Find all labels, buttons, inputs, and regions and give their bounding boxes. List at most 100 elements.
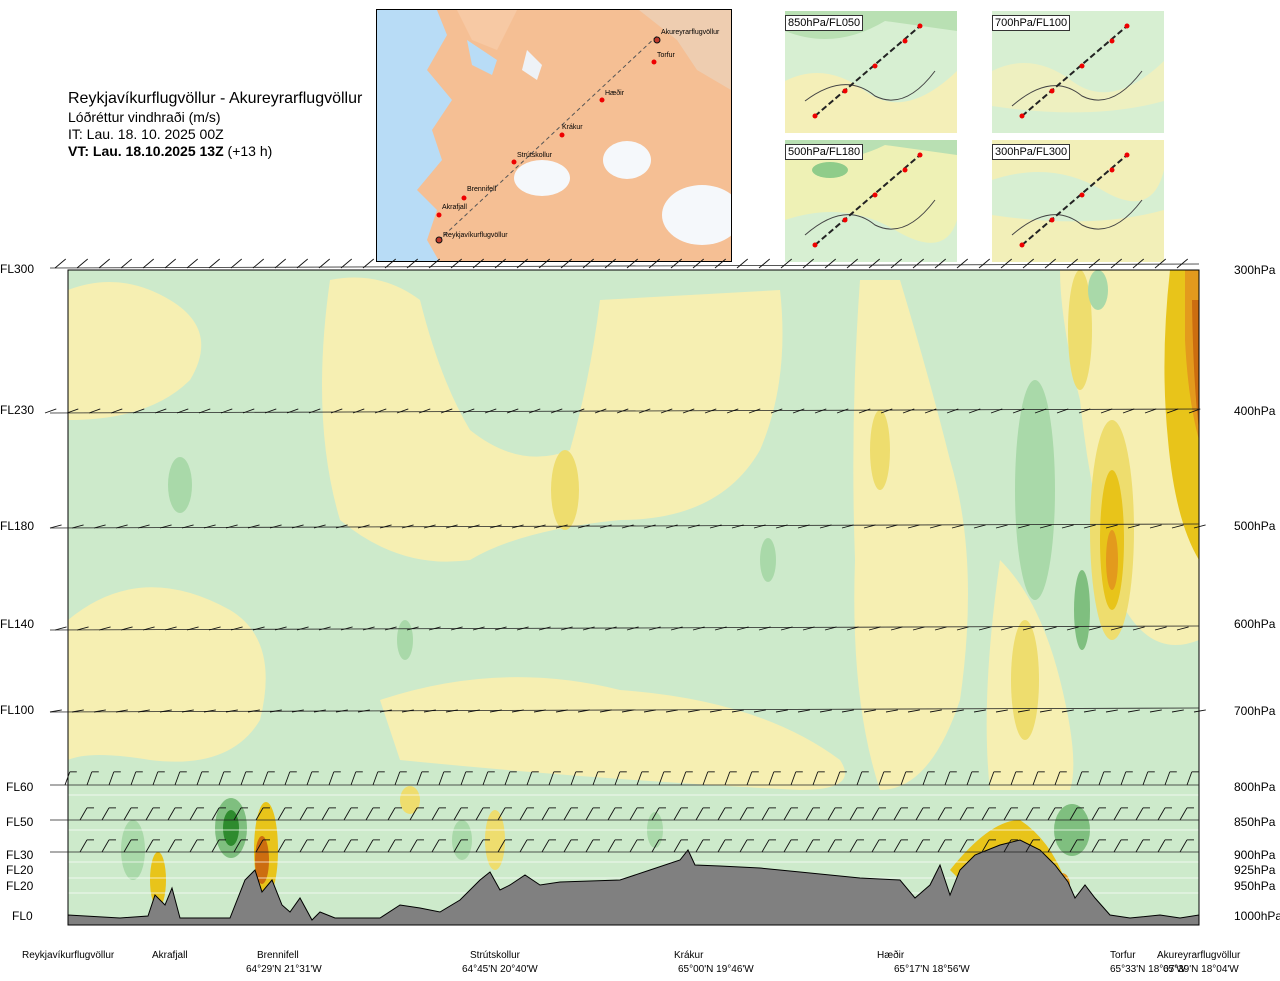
wind-barb (93, 524, 106, 529)
waypoint-brennifell-coord: 64°29'N 21°31'W (246, 964, 322, 975)
wind-barb (995, 524, 1008, 529)
fl-label-20a: FL20 (6, 863, 34, 877)
wind-barb (291, 709, 304, 713)
wind-barb (863, 524, 876, 529)
wind-barb (511, 524, 524, 529)
wind-barb (274, 258, 287, 269)
wind-barb (1098, 771, 1105, 786)
wind-barb (555, 524, 568, 529)
wind-barb (423, 524, 436, 529)
wind-barb (247, 524, 260, 529)
wind-barb (101, 839, 110, 853)
wind-barb (880, 408, 893, 414)
wind-barb (1100, 408, 1113, 414)
wind-barb (489, 709, 502, 713)
wind-barb (621, 709, 634, 713)
wind-barb (54, 258, 67, 269)
wind-barb (120, 626, 133, 631)
wind-barb (396, 408, 409, 414)
wind-barb (682, 408, 695, 414)
wind-barb (387, 839, 396, 853)
waypoint-brennifell: Brennifell (257, 950, 299, 961)
init-time: IT: Lau. 18. 10. 2025 00Z (68, 126, 224, 142)
wind-barb (450, 626, 463, 631)
wind-barb (277, 807, 286, 821)
wind-barb (577, 524, 590, 529)
wind-barb (132, 408, 145, 414)
route-map-graphic (377, 10, 731, 261)
wind-barb (145, 839, 154, 853)
wind-barb (717, 807, 726, 821)
wind-barb (108, 771, 115, 786)
pressure-label-1000: 1000hPa (1234, 909, 1280, 923)
wind-barb (115, 709, 128, 713)
wind-barb (1176, 626, 1189, 631)
wind-barb (643, 709, 656, 713)
map-label-akureyri: Akureyrarflugvöllur (661, 29, 720, 36)
wind-barb (560, 258, 573, 269)
wind-barb (1022, 258, 1035, 269)
wind-barb (306, 771, 313, 786)
wind-barb (440, 408, 453, 414)
field-down-9 (121, 820, 145, 880)
wind-barb (890, 626, 903, 631)
wind-barb (849, 839, 858, 853)
wind-barb (482, 771, 489, 786)
wind-barb (687, 709, 700, 713)
wind-barb (225, 524, 238, 529)
wind-barb (937, 807, 946, 821)
wind-barb (868, 626, 881, 631)
wind-barb (834, 771, 841, 786)
waypoint-haedir: Hæðir (877, 950, 905, 961)
wind-barb (379, 524, 392, 529)
valid-time-main: VT: Lau. 18.10.2025 13Z (68, 143, 224, 159)
wind-barb (1157, 807, 1166, 821)
wind-barb (761, 807, 770, 821)
wind-barb (526, 771, 533, 786)
wind-barb (252, 258, 265, 269)
wind-barb (907, 709, 920, 713)
field-up-core-2 (870, 410, 890, 490)
wind-barb (137, 709, 150, 713)
wind-barb (110, 408, 123, 414)
wind-barb (189, 839, 198, 853)
wind-barb (1010, 771, 1017, 786)
wind-barb (973, 524, 986, 529)
wind-barb (506, 408, 519, 414)
wind-barb (944, 771, 951, 786)
waypoint-strutskollur: Strútskollur (470, 950, 521, 961)
wind-barb (1091, 807, 1100, 821)
wind-barb (145, 807, 154, 821)
wind-barb (335, 709, 348, 713)
wind-barb (142, 258, 155, 269)
wind-barb (291, 524, 304, 529)
wind-barb (585, 807, 594, 821)
wind-barb (438, 771, 445, 786)
wind-barb (1171, 709, 1184, 713)
wind-barb (49, 524, 62, 529)
wind-barb (692, 258, 705, 269)
wind-barb (555, 709, 568, 713)
wind-barb (198, 408, 211, 414)
wind-barb (1032, 771, 1039, 786)
wind-barb (120, 258, 133, 269)
map-label-akrafjall: Akrafjall (442, 204, 467, 211)
field-up-low-4 (485, 810, 505, 870)
chart-subtitle: Lóðréttur vindhraði (m/s) (68, 109, 221, 125)
wind-barb (541, 807, 550, 821)
wind-barb (208, 258, 221, 269)
wind-barb (673, 839, 682, 853)
wind-barb (460, 771, 467, 786)
wind-barb (255, 807, 264, 821)
wind-barb (687, 524, 700, 529)
pressure-label-500: 500hPa (1234, 519, 1276, 533)
field-down-4 (1088, 270, 1108, 310)
wind-barb (431, 839, 440, 853)
wind-barb (321, 807, 330, 821)
inset-300-label: 300hPa/FL300 (992, 144, 1071, 160)
wind-barb (1039, 709, 1052, 713)
wind-barb (93, 709, 106, 713)
waypoint-akureyri: Akureyrarflugvöllur (1157, 950, 1241, 961)
field-up-3 (322, 277, 783, 562)
wind-barb (704, 408, 717, 414)
